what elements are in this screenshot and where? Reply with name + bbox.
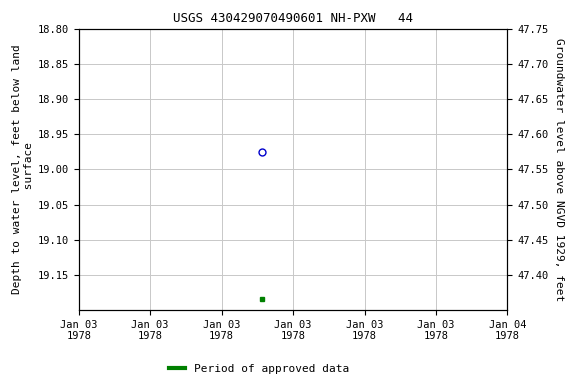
Legend: Period of approved data: Period of approved data (164, 359, 354, 379)
Title: USGS 430429070490601 NH-PXW   44: USGS 430429070490601 NH-PXW 44 (173, 12, 413, 25)
Y-axis label: Depth to water level, feet below land
 surface: Depth to water level, feet below land su… (12, 45, 33, 294)
Y-axis label: Groundwater level above NGVD 1929, feet: Groundwater level above NGVD 1929, feet (554, 38, 564, 301)
